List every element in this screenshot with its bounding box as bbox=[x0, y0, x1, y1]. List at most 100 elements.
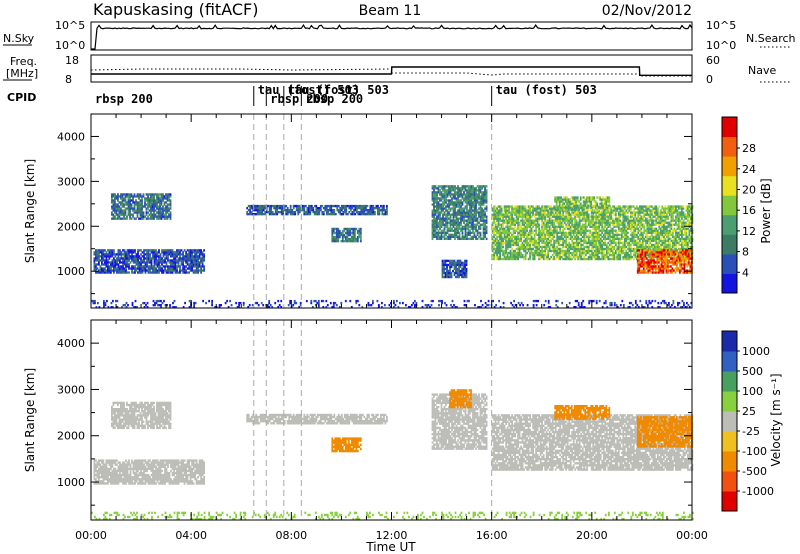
freq-label-2: [MHz] bbox=[6, 67, 38, 80]
colorbar-segment bbox=[722, 117, 737, 138]
date-title: 02/Nov/2012 bbox=[602, 3, 692, 19]
colorbar-tick-label: -500 bbox=[742, 465, 767, 478]
colorbar-segment bbox=[722, 195, 737, 216]
cpid-label: CPID bbox=[7, 91, 36, 104]
colorbar-tick-label: 25 bbox=[742, 405, 756, 418]
freq-panel: Freq. [MHz] 18 8 60 0 Nave bbox=[3, 54, 790, 86]
scatter-region bbox=[93, 459, 205, 485]
x-tick-label: 00:00 bbox=[75, 529, 107, 542]
nave-tick-top: 60 bbox=[706, 54, 720, 67]
nave-series-line bbox=[90, 68, 692, 77]
colorbar-segment bbox=[722, 253, 737, 274]
scatter-region bbox=[441, 259, 468, 279]
y-tick-label: 2000 bbox=[57, 220, 85, 233]
scatter-region bbox=[91, 299, 693, 309]
x-tick-label: 20:00 bbox=[576, 529, 608, 542]
colorbar-segment bbox=[722, 351, 737, 372]
cpid-entry: rbsp 200 bbox=[305, 92, 363, 106]
scatter-region bbox=[91, 511, 694, 521]
colorbar-tick-label: 20 bbox=[742, 183, 756, 196]
colorbar-segment bbox=[722, 451, 737, 472]
scatter-region bbox=[636, 249, 693, 274]
x-tick-label: 12:00 bbox=[376, 529, 408, 542]
scatter-region bbox=[93, 249, 205, 274]
power-panel: 1000 2000 3000 4000 Slant Range [km] 4 8 12 16… bbox=[23, 113, 773, 309]
scatter-region bbox=[331, 437, 362, 453]
scatter-region bbox=[431, 185, 488, 241]
cpid-entry: tau (fost) 503 bbox=[258, 83, 359, 97]
colorbar-segment bbox=[722, 411, 737, 432]
nsky-label: N.Sky bbox=[3, 32, 35, 45]
freq-label-1: Freq. bbox=[10, 55, 37, 68]
colorbar-segment bbox=[722, 331, 737, 352]
x-tick-label: 08:00 bbox=[275, 529, 307, 542]
nave-tick-bottom: 0 bbox=[706, 73, 713, 86]
colorbar-tick-label: -100 bbox=[742, 445, 767, 458]
colorbar-tick-label: -1000 bbox=[742, 485, 774, 498]
scatter-region bbox=[554, 196, 611, 211]
colorbar-segment bbox=[722, 136, 737, 157]
colorbar-tick-label: 28 bbox=[742, 142, 756, 155]
velocity-ylabel: Slant Range [km] bbox=[23, 368, 37, 472]
freq-tick-top: 18 bbox=[65, 54, 79, 67]
colorbar-segment bbox=[722, 491, 737, 512]
power-colorbar-label: Power [dB] bbox=[759, 178, 773, 243]
colorbar-segment bbox=[722, 273, 737, 294]
colorbar-segment bbox=[722, 471, 737, 492]
scatter-region bbox=[636, 416, 693, 448]
nsky-tick-bottom: 10^0 bbox=[55, 39, 85, 52]
freq-tick-bottom: 8 bbox=[65, 73, 72, 86]
colorbar-tick-label: 4 bbox=[742, 266, 749, 279]
x-tick-label: 00:00 bbox=[676, 529, 708, 542]
colorbar-segment bbox=[722, 175, 737, 196]
scatter-region bbox=[246, 204, 388, 216]
cpid-entry: tau (fost) 503 bbox=[288, 83, 389, 97]
y-tick-label: 4000 bbox=[57, 337, 85, 350]
velocity-panel: 1000 2000 3000 4000 00:00 04:00 08:00 12:00 16:0… bbox=[23, 319, 783, 542]
nsky-panel: N.Sky 10^5 10^0 10^5 10^0 N.Search bbox=[3, 19, 796, 52]
colorbar-tick-label: 8 bbox=[742, 246, 749, 259]
nsearch-label: N.Search bbox=[746, 32, 796, 45]
nsearch-tick-bottom: 10^0 bbox=[706, 39, 736, 52]
scatter-region bbox=[449, 389, 472, 409]
scatter-region bbox=[111, 401, 172, 430]
colorbar-tick-label: 24 bbox=[742, 163, 756, 176]
y-tick-label: 3000 bbox=[57, 383, 85, 396]
y-tick-label: 1000 bbox=[57, 265, 85, 278]
time-axis-label: Time UT bbox=[365, 540, 416, 554]
velocity-colorbar: 1000 500 100 25 -25 -100 -500 -1000 bbox=[721, 330, 774, 512]
nsky-tick-top: 10^5 bbox=[55, 19, 85, 32]
colorbar-segment bbox=[722, 156, 737, 177]
power-colorbar: 4 8 12 16 20 24 28 bbox=[721, 116, 756, 294]
x-tick-label: 04:00 bbox=[175, 529, 207, 542]
beam-title: Beam 11 bbox=[359, 3, 422, 19]
colorbar-tick-label: 12 bbox=[742, 225, 756, 238]
velocity-colorbar-label: Velocity [m s⁻¹] bbox=[769, 373, 783, 466]
y-tick-label: 1000 bbox=[57, 476, 85, 489]
colorbar-segment bbox=[722, 391, 737, 412]
y-tick-label: 4000 bbox=[57, 130, 85, 143]
colorbar-segment bbox=[722, 214, 737, 235]
y-tick-label: 2000 bbox=[57, 430, 85, 443]
scatter-region bbox=[554, 405, 611, 420]
scatter-region bbox=[111, 193, 172, 220]
freq-series-line bbox=[91, 66, 692, 76]
nsky-line bbox=[91, 23, 693, 50]
cpid-entry: rbsp 200 bbox=[95, 92, 153, 106]
scatter-region bbox=[331, 227, 362, 243]
colorbar-tick-label: 16 bbox=[742, 204, 756, 217]
colorbar-tick-label: 100 bbox=[742, 385, 763, 398]
x-tick-label: 16:00 bbox=[476, 529, 508, 542]
colorbar-tick-label: 500 bbox=[742, 365, 763, 378]
station-title: Kapuskasing (fitACF) bbox=[93, 0, 258, 19]
colorbar-segment bbox=[722, 234, 737, 255]
freq-line bbox=[90, 66, 692, 77]
colorbar-segment bbox=[722, 371, 737, 392]
y-tick-label: 3000 bbox=[57, 175, 85, 188]
scatter-region bbox=[246, 413, 388, 425]
cpid-entry: rbsp 200 bbox=[270, 92, 328, 106]
nsky-series-line bbox=[91, 23, 693, 50]
